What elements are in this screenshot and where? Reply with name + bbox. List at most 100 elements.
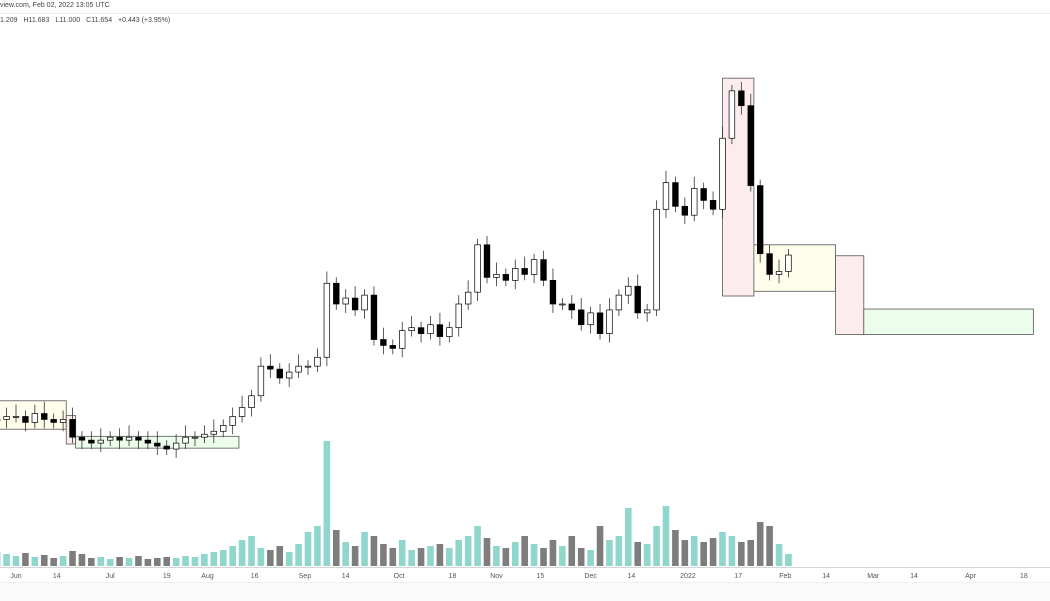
volume-bar xyxy=(493,546,500,566)
candle xyxy=(748,106,754,186)
candle xyxy=(663,183,669,210)
volume-bar xyxy=(286,552,293,566)
candles-layer xyxy=(0,82,791,458)
volume-bar xyxy=(644,544,651,566)
volume-bar xyxy=(634,542,641,566)
volume-bar xyxy=(672,530,679,566)
candle xyxy=(494,274,500,277)
volume-bar xyxy=(747,540,754,566)
volume-bar xyxy=(521,536,528,566)
volume-bar xyxy=(3,554,10,566)
x-axis[interactable] xyxy=(0,567,1050,582)
candle xyxy=(136,437,142,440)
candle xyxy=(701,189,707,201)
candle xyxy=(428,325,434,334)
candle xyxy=(4,416,10,419)
volume-bar xyxy=(540,548,547,566)
volume-layer xyxy=(0,441,792,566)
candle xyxy=(381,340,387,346)
candle xyxy=(286,372,292,378)
candle xyxy=(98,440,104,443)
candle xyxy=(277,369,283,378)
volume-bar xyxy=(766,526,773,566)
candle xyxy=(220,425,226,431)
candle xyxy=(89,440,95,443)
volume-bar xyxy=(220,550,227,566)
candle xyxy=(23,416,29,422)
volume-bar xyxy=(352,546,359,566)
candle xyxy=(503,274,509,280)
volume-bar xyxy=(50,558,57,566)
candle xyxy=(352,298,358,310)
volume-bar xyxy=(512,542,519,566)
volume-bar xyxy=(503,548,510,566)
candle xyxy=(362,295,368,310)
candle xyxy=(776,271,782,274)
volume-bar xyxy=(258,548,265,566)
candle xyxy=(268,366,274,369)
volume-bar xyxy=(738,542,745,566)
candle xyxy=(625,286,631,295)
volume-bar xyxy=(229,546,236,566)
candle xyxy=(541,260,547,281)
volume-bar xyxy=(239,540,246,566)
volume-bar xyxy=(729,536,736,566)
candle xyxy=(60,419,66,422)
volume-bar xyxy=(69,551,76,566)
volume-bar xyxy=(295,544,302,566)
volume-bar xyxy=(455,540,462,566)
volume-bar xyxy=(719,532,726,566)
candle xyxy=(644,310,650,313)
volume-bar xyxy=(41,555,48,566)
candle xyxy=(446,328,452,337)
candle xyxy=(230,416,236,425)
candle xyxy=(484,245,490,278)
candle xyxy=(41,414,47,420)
candle xyxy=(258,366,264,396)
candle xyxy=(32,414,38,423)
candle xyxy=(691,189,697,216)
candle xyxy=(597,313,603,334)
candle xyxy=(531,260,537,275)
volume-bar xyxy=(182,556,189,566)
volume-bar xyxy=(578,548,585,566)
candle xyxy=(51,419,57,422)
candle xyxy=(475,245,481,292)
volume-bar xyxy=(97,557,104,566)
zone-box-yellow xyxy=(754,245,836,291)
candle xyxy=(173,443,179,449)
candle xyxy=(305,366,311,367)
volume-bar xyxy=(371,536,378,566)
volume-bar xyxy=(559,546,566,566)
candle xyxy=(550,280,556,304)
volume-bar xyxy=(682,540,689,566)
candle xyxy=(739,91,745,106)
candle xyxy=(296,366,302,372)
volume-bar xyxy=(437,544,444,566)
volume-bar xyxy=(154,558,161,566)
candle xyxy=(107,437,113,440)
candle xyxy=(720,138,726,209)
zone-box-pink xyxy=(836,256,864,335)
volume-bar xyxy=(408,550,415,566)
candle xyxy=(399,331,405,349)
candle xyxy=(767,254,773,275)
candle xyxy=(145,440,151,443)
volume-bar xyxy=(333,530,340,566)
candle xyxy=(607,310,613,334)
candle xyxy=(578,310,584,325)
candle xyxy=(211,431,217,434)
volume-bar xyxy=(22,553,29,566)
candle xyxy=(418,328,424,334)
candle xyxy=(560,304,566,305)
candle xyxy=(239,408,245,417)
candle xyxy=(79,437,85,440)
bottom-bar xyxy=(0,582,1050,601)
candle xyxy=(183,437,189,443)
candle xyxy=(465,292,471,304)
volume-bar xyxy=(785,554,792,566)
zones-layer xyxy=(0,78,1033,448)
volume-bar xyxy=(342,542,349,566)
volume-bar xyxy=(305,532,312,566)
